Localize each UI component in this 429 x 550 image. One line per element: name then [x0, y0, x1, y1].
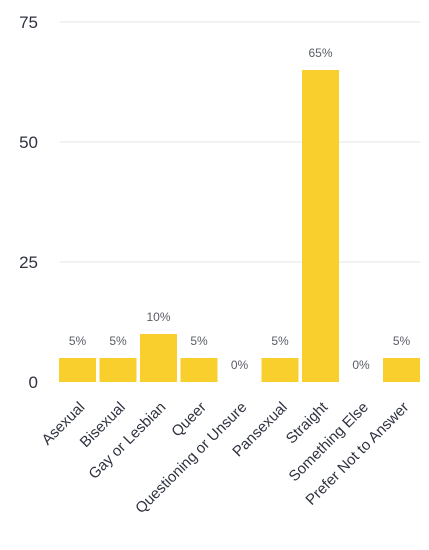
y-axis-ticks: 0 25 50 75	[19, 13, 38, 392]
data-label: 5%	[109, 334, 127, 348]
data-label: 0%	[352, 358, 370, 372]
y-tick-label: 25	[19, 253, 38, 272]
y-tick-label: 50	[19, 133, 38, 152]
data-label: 65%	[308, 46, 332, 60]
bar-3	[180, 358, 218, 382]
bar-0	[59, 358, 96, 382]
bar-8	[383, 358, 420, 382]
data-labels: 5% 5% 10% 5% 0% 5% 65% 0% 5%	[69, 46, 411, 372]
bar-2	[140, 334, 177, 382]
data-label: 5%	[190, 334, 208, 348]
data-label: 5%	[271, 334, 289, 348]
bar-5	[261, 358, 299, 382]
data-label: 5%	[393, 334, 411, 348]
y-tick-label: 0	[29, 373, 38, 392]
bar-6	[302, 70, 339, 382]
gridlines	[60, 21, 420, 263]
bars	[59, 70, 420, 382]
y-tick-label: 75	[19, 13, 38, 32]
data-label: 0%	[231, 358, 249, 372]
bar-1	[99, 358, 137, 382]
data-label: 5%	[69, 334, 87, 348]
data-label: 10%	[146, 310, 170, 324]
